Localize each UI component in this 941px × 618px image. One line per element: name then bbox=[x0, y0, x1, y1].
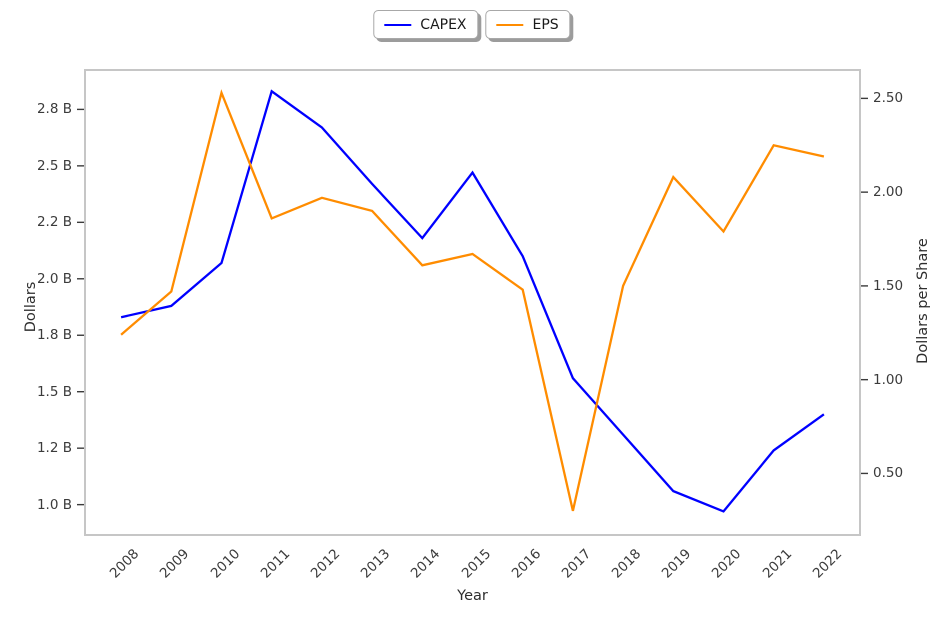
legend-label-capex: CAPEX bbox=[420, 16, 467, 33]
x-axis-title: Year bbox=[457, 588, 488, 604]
y-tick-left-1.0 B: 1.0 B bbox=[36, 496, 72, 513]
capex-line bbox=[120, 89, 825, 513]
y-tick-right-1.00: 1.00 bbox=[873, 371, 904, 388]
y-tick-right-1.50: 1.50 bbox=[873, 277, 904, 294]
legend-item-eps: EPS bbox=[485, 10, 571, 39]
eps-line bbox=[120, 89, 825, 512]
y-tick-left-2.2 B: 2.2 B bbox=[36, 214, 72, 231]
y-tick-right-2.50: 2.50 bbox=[873, 90, 904, 107]
capex-line-swatch bbox=[384, 23, 412, 26]
eps-line-swatch bbox=[496, 23, 524, 26]
legend-label-eps: EPS bbox=[532, 16, 559, 33]
y-tick-right-2.00: 2.00 bbox=[873, 184, 904, 201]
y-tick-left-1.8 B: 1.8 B bbox=[36, 327, 72, 344]
legend: CAPEX EPS bbox=[373, 10, 571, 39]
legend-item-capex: CAPEX bbox=[373, 10, 479, 39]
y-tick-left-1.5 B: 1.5 B bbox=[36, 383, 72, 400]
y-tick-left-1.2 B: 1.2 B bbox=[36, 440, 72, 457]
y-tick-left-2.0 B: 2.0 B bbox=[36, 270, 72, 287]
left-axis-title: Dollars bbox=[23, 281, 39, 333]
right-axis-title: Dollars per Share bbox=[915, 238, 931, 364]
plot-area bbox=[84, 69, 861, 536]
y-tick-left-2.8 B: 2.8 B bbox=[36, 101, 72, 118]
y-tick-right-0.50: 0.50 bbox=[873, 465, 904, 482]
y-tick-left-2.5 B: 2.5 B bbox=[36, 157, 72, 174]
